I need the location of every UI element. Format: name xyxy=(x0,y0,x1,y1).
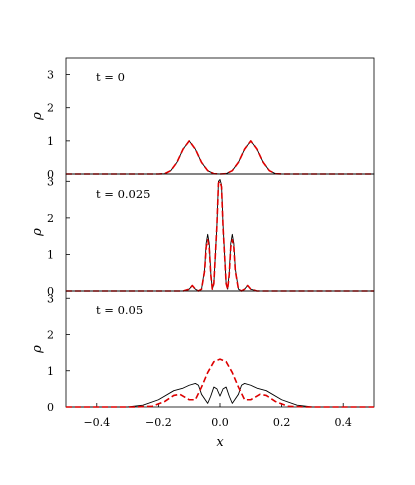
y-tick-label: 0 xyxy=(47,168,54,181)
panel-annotation: t = 0.025 xyxy=(96,187,151,201)
series-layer xyxy=(66,358,374,408)
series-line-dashed xyxy=(66,140,374,175)
y-tick-label: 2 xyxy=(47,329,54,342)
y-axis-label: ρ xyxy=(30,345,45,354)
series-layer xyxy=(66,140,374,175)
x-tick-label: 0.0 xyxy=(211,416,229,429)
x-ticks: −0.4 −0.2 0.0 0.2 0.4 xyxy=(83,403,352,429)
series-line-solid xyxy=(66,382,374,408)
x-axis-label: x xyxy=(216,435,224,450)
x-tick-label: −0.4 xyxy=(83,416,110,429)
panel-annotation: t = 0.05 xyxy=(96,303,143,317)
x-tick-label: 0.4 xyxy=(334,416,352,429)
series-layer xyxy=(66,179,374,292)
panel-annotation: t = 0 xyxy=(96,70,125,84)
x-tick-label: −0.2 xyxy=(145,416,172,429)
y-ticks: 0 1 2 3 xyxy=(47,175,70,298)
y-tick-label: 3 xyxy=(47,292,54,305)
y-axis-label: ρ xyxy=(30,228,45,237)
series-line-dashed xyxy=(66,180,374,292)
y-tick-label: 3 xyxy=(47,69,54,82)
y-tick-label: 1 xyxy=(47,135,54,148)
y-tick-label: 1 xyxy=(47,365,54,378)
y-tick-label: 3 xyxy=(47,175,54,188)
y-tick-label: 0 xyxy=(47,401,54,414)
panel-t0: t = 0 ρ 0 1 2 3 xyxy=(30,57,375,181)
y-tick-label: 0 xyxy=(47,285,54,298)
panel-t005: t = 0.05 ρ x 0 1 2 3 −0.4 −0.2 0.0 0.2 0.4 xyxy=(30,290,375,450)
panel-t0025: t = 0.025 ρ 0 1 2 3 xyxy=(30,173,375,298)
series-line-dashed xyxy=(66,358,374,408)
y-ticks: 0 1 2 3 xyxy=(47,69,70,181)
y-tick-label: 1 xyxy=(47,248,54,261)
y-axis-label: ρ xyxy=(30,112,45,121)
y-tick-label: 2 xyxy=(47,212,54,225)
x-tick-label: 0.2 xyxy=(273,416,291,429)
series-line-solid xyxy=(66,140,374,175)
y-tick-label: 2 xyxy=(47,102,54,115)
y-ticks: 0 1 2 3 xyxy=(47,292,70,414)
